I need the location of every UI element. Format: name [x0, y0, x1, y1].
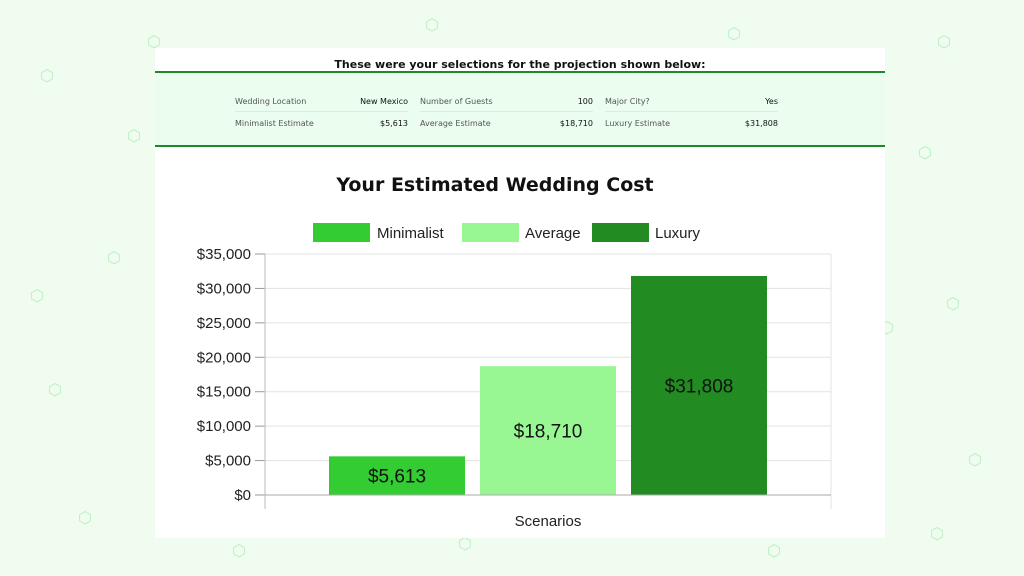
hexagon-icon: ⬡ — [147, 32, 161, 51]
bar-luxury — [631, 275, 767, 495]
y-tick-label: $10,000 — [197, 418, 251, 435]
selection-value: Yes — [765, 96, 778, 106]
y-tick-label: $30,000 — [197, 280, 251, 297]
hexagon-icon: ⬡ — [48, 380, 62, 399]
legend-swatch-minimalist — [313, 223, 370, 242]
selection-value: $5,613 — [380, 118, 408, 128]
selection-value: New Mexico — [360, 96, 408, 106]
legend-label-minimalist: Minimalist — [377, 225, 445, 242]
hexagon-icon: ⬡ — [232, 541, 246, 560]
legend-swatch-luxury — [592, 223, 649, 242]
chart-bars: $5,613 $18,710 $31,808 — [265, 275, 831, 496]
hexagon-icon: ⬡ — [937, 32, 951, 51]
hexagon-icon: ⬡ — [78, 508, 92, 527]
selection-label: Average Estimate — [420, 118, 491, 128]
y-tick-label: $0 — [234, 487, 251, 504]
hexagon-icon: ⬡ — [968, 450, 982, 469]
selection-average-estimate: Average Estimate $18,710 — [420, 113, 593, 133]
bar-average — [480, 366, 616, 495]
selection-wedding-location: Wedding Location New Mexico — [235, 91, 408, 112]
hexagon-icon: ⬡ — [918, 143, 932, 162]
selection-value: $31,808 — [744, 118, 778, 128]
selection-label: Number of Guests — [420, 96, 493, 106]
legend-label-luxury: Luxury — [655, 225, 701, 242]
selection-label: Luxury Estimate — [605, 118, 671, 128]
y-tick-label: $35,000 — [197, 246, 251, 263]
hexagon-icon: ⬡ — [767, 541, 781, 560]
legend-label-average: Average — [525, 225, 581, 242]
selection-value: 100 — [577, 96, 593, 106]
selection-label: Minimalist Estimate — [235, 118, 314, 128]
hexagon-icon: ⬡ — [40, 66, 54, 85]
wedding-cost-chart: Your Estimated Wedding Cost Minimalist Av… — [197, 174, 832, 530]
selection-value: $18,710 — [559, 118, 593, 128]
chart-title: Your Estimated Wedding Cost — [335, 174, 653, 196]
y-tick-label: $25,000 — [197, 315, 251, 332]
hexagon-icon: ⬡ — [727, 24, 741, 43]
y-axis: $0 $5,000 $10,000 $15,000 $20,000 $25,000 $30,… — [197, 246, 266, 509]
selections-title: These were your selections for the proje… — [334, 58, 706, 71]
chart-legend: Minimalist Average Luxury — [313, 223, 701, 242]
hexagon-icon: ⬡ — [946, 294, 960, 313]
bar-value-label-average: $18,710 — [514, 422, 583, 443]
selections-panel: Wedding Location New Mexico Number of Gu… — [155, 71, 885, 147]
hexagon-icon: ⬡ — [127, 126, 141, 145]
bar-value-label-minimalist: $5,613 — [368, 467, 426, 488]
y-tick-label: $15,000 — [197, 384, 251, 401]
hexagon-icon: ⬡ — [930, 524, 944, 543]
y-tick-label: $20,000 — [197, 349, 251, 366]
hexagon-icon: ⬡ — [30, 286, 44, 305]
bar-minimalist — [329, 456, 465, 495]
hexagon-icon: ⬡ — [107, 248, 121, 267]
selection-major-city: Major City? Yes — [605, 91, 778, 112]
selections-grid: Wedding Location New Mexico Number of Gu… — [235, 91, 778, 133]
hexagon-icon: ⬡ — [458, 534, 472, 553]
selection-minimalist-estimate: Minimalist Estimate $5,613 — [235, 113, 408, 133]
selection-luxury-estimate: Luxury Estimate $31,808 — [605, 113, 778, 133]
results-card: These were your selections for the proje… — [155, 48, 885, 538]
y-tick-label: $5,000 — [205, 453, 251, 470]
selection-label: Major City? — [605, 96, 650, 106]
selection-label: Wedding Location — [235, 96, 307, 106]
x-axis-label: Scenarios — [515, 513, 582, 530]
bar-value-label-luxury: $31,808 — [665, 376, 734, 397]
selection-number-of-guests: Number of Guests 100 — [420, 91, 593, 112]
legend-swatch-average — [462, 223, 519, 242]
hexagon-icon: ⬡ — [425, 15, 439, 34]
